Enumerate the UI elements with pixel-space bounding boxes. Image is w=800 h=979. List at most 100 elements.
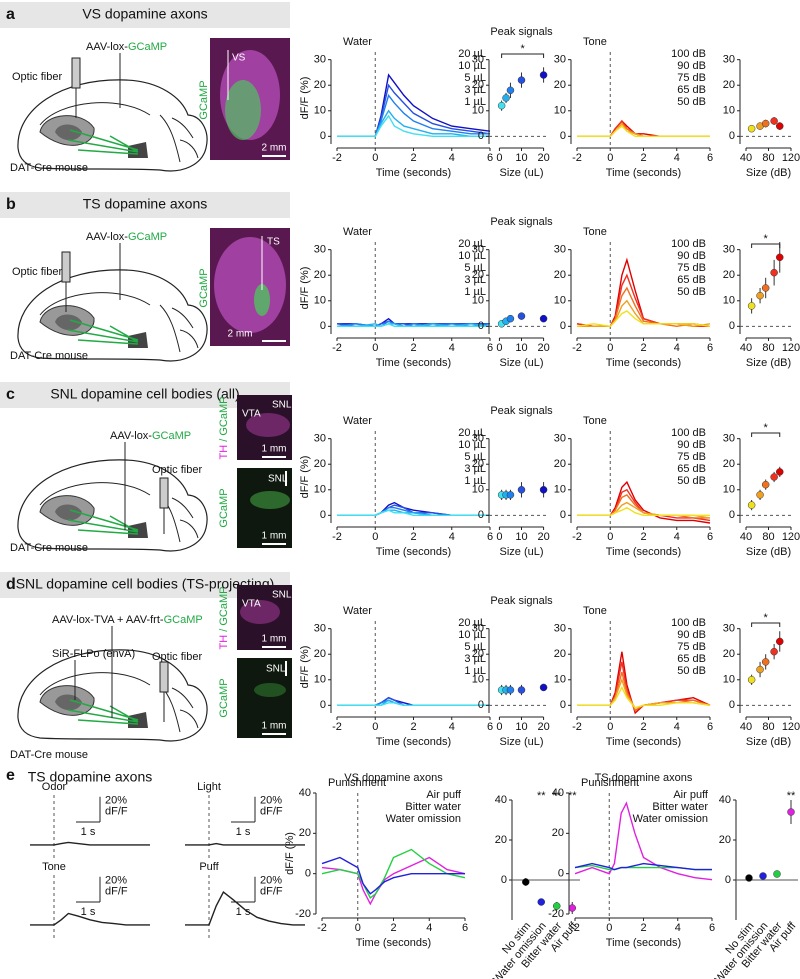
scale-label: 20%	[260, 795, 282, 807]
x-tick-label: 6	[487, 531, 493, 543]
legend-entry: 3 µL	[464, 463, 486, 475]
peak-point	[787, 808, 795, 816]
y-tick-label: 0	[478, 509, 484, 521]
optic-fiber	[159, 661, 169, 693]
image-label: SNL	[272, 590, 292, 601]
y-tick-label: 10	[314, 484, 326, 496]
legend-entry: 100 dB	[671, 427, 706, 439]
y-tick-label: -20	[295, 908, 311, 920]
scale-label: 20%	[260, 875, 282, 887]
y-axis-label: dF/F (%)	[284, 832, 296, 875]
legend-entry: 75 dB	[677, 262, 706, 274]
stimulus-label: Odor	[42, 781, 67, 793]
x-tick-label: -2	[317, 922, 327, 934]
image-label: 1 mm	[262, 721, 287, 732]
x-tick-label: 120	[782, 721, 800, 733]
y-tick-label: 10	[314, 674, 326, 686]
stimulus-label: Punishment	[328, 777, 386, 789]
scale-label: dF/F	[105, 886, 128, 898]
legend-entry: 90 dB	[677, 250, 706, 262]
trace	[576, 310, 711, 328]
x-tick-label: 80	[762, 531, 774, 543]
scale-label: 20%	[105, 795, 127, 807]
trace	[577, 119, 710, 137]
peak-point	[539, 683, 548, 692]
x-tick-label: 6	[707, 721, 713, 733]
stimulus-label: Water	[343, 226, 372, 238]
legend-entry: 50 dB	[677, 286, 706, 298]
chart-title: VS dopamine axons	[344, 772, 443, 784]
x-tick-label: 6	[707, 342, 713, 354]
y-tick-label: 30	[472, 433, 484, 445]
x-tick-label: 0	[496, 721, 502, 733]
panel-letter: e	[6, 767, 15, 784]
chart-title: Peak signals	[490, 216, 553, 228]
peak-point	[537, 898, 545, 906]
significance: **	[552, 790, 561, 802]
y-tick-label: 0	[320, 509, 326, 521]
optic-fiber	[71, 57, 81, 89]
legend-entry: 65 dB	[677, 653, 706, 665]
significance-bracket	[751, 432, 781, 437]
peak-point	[506, 491, 515, 499]
y-tick-label: 10	[723, 295, 735, 307]
image-label: GCaMP	[218, 678, 230, 717]
mouse-label: DAT-Cre mouse	[10, 749, 88, 761]
image-label: SNL	[272, 400, 292, 411]
x-tick-label: 120	[782, 152, 800, 164]
peak-point	[539, 314, 548, 323]
peak-point	[517, 486, 526, 494]
histology-image	[225, 80, 261, 140]
stimulus-label: Tone	[583, 605, 607, 617]
y-tick-label: 0	[320, 699, 326, 711]
y-tick-label: 30	[723, 433, 735, 445]
legend-entry: 100 dB	[671, 48, 706, 60]
peak-point	[506, 314, 515, 323]
y-tick-label: 20	[472, 79, 484, 91]
x-tick-label: 4	[674, 531, 680, 543]
x-axis-label: Time (seconds)	[606, 736, 681, 748]
x-tick-label: 10	[515, 342, 527, 354]
legend-entry: 65 dB	[677, 463, 706, 475]
optic-fiber	[61, 251, 71, 283]
y-tick-label: 10	[472, 295, 484, 307]
scale-label: dF/F	[105, 806, 128, 818]
significance: **	[537, 790, 546, 802]
legend-entry: 3 µL	[464, 274, 486, 286]
image-label: VTA	[242, 599, 261, 610]
trace	[185, 842, 305, 846]
peak-point	[770, 117, 778, 125]
y-tick-label: 40	[719, 794, 731, 806]
y-tick-label: 0	[478, 130, 484, 142]
x-axis-label: Size (uL)	[499, 357, 543, 369]
fiber-label: Optic fiber	[12, 71, 62, 83]
peak-point	[553, 902, 561, 910]
legend-entry: 90 dB	[677, 439, 706, 451]
x-axis-label: Time (seconds)	[356, 937, 431, 949]
peak-point	[502, 94, 510, 102]
y-tick-label: 0	[560, 320, 566, 332]
histology-image	[254, 683, 286, 697]
peak-point	[756, 291, 764, 300]
peak-point	[497, 101, 506, 110]
image-label: SNL	[266, 664, 286, 675]
trace	[337, 699, 490, 706]
x-tick-label: -2	[572, 152, 582, 164]
trace	[30, 841, 150, 846]
fiber-label: Optic fiber	[152, 464, 202, 476]
legend-entry: Bitter water	[405, 801, 461, 813]
trace	[337, 699, 490, 706]
x-tick-label: 2	[640, 922, 646, 934]
peak-point	[506, 686, 515, 694]
legend-entry: 20 µL	[458, 48, 486, 60]
mouse-label: DAT-Cre mouse	[10, 350, 88, 362]
y-tick-label: 40	[299, 787, 311, 799]
panel-letter: d	[6, 576, 16, 593]
trace	[337, 507, 490, 516]
histology-image	[237, 658, 292, 738]
x-tick-label: 4	[674, 152, 680, 164]
stimulus-label: Tone	[42, 861, 66, 873]
stimulus-label: Puff	[199, 861, 219, 873]
trace	[337, 509, 490, 516]
y-tick-label: 0	[560, 509, 566, 521]
